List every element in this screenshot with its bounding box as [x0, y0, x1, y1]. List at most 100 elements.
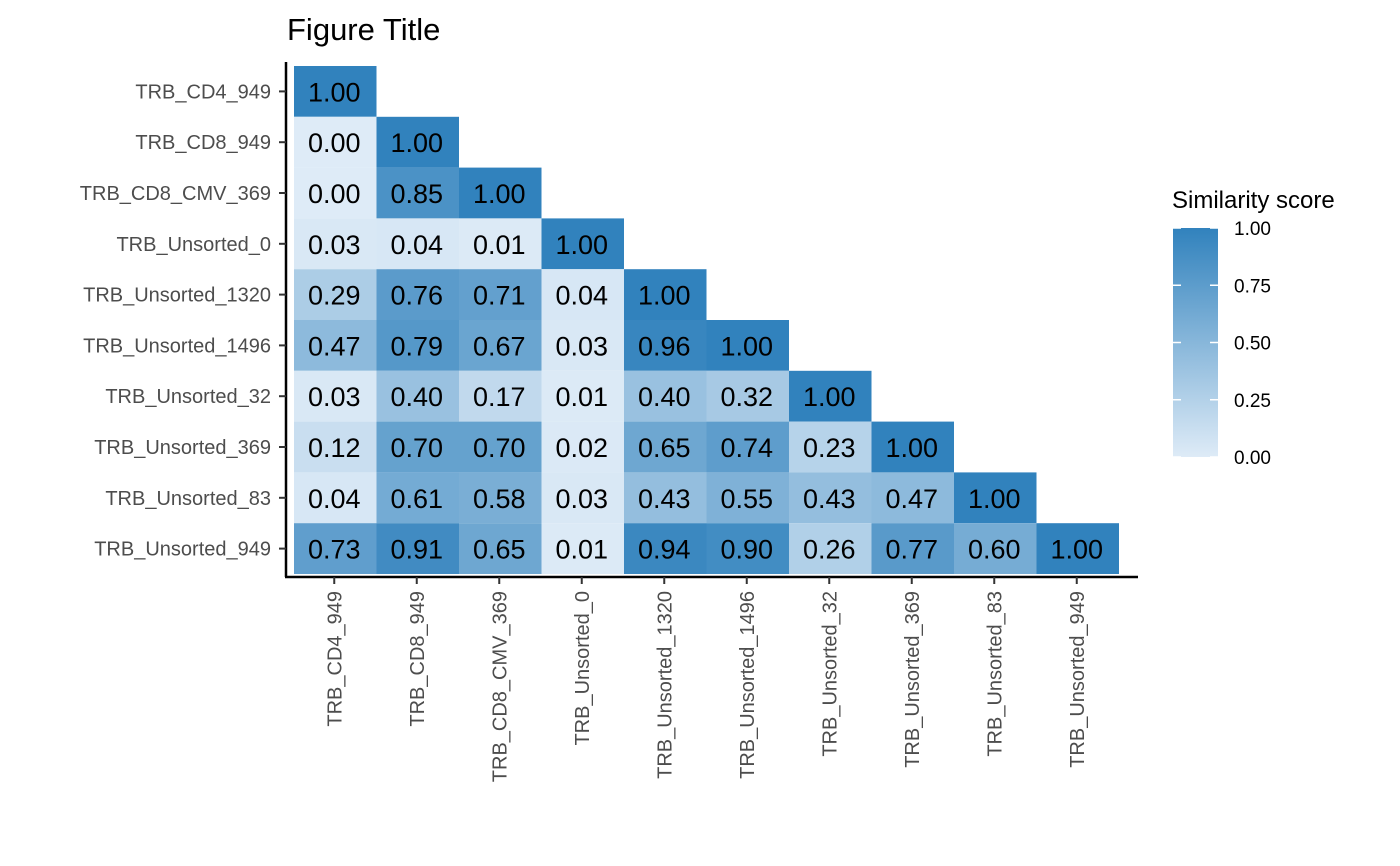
y-tick-label: TRB_Unsorted_1496	[83, 335, 271, 357]
cell-value-label: 0.29	[308, 281, 361, 311]
heatmap-cell	[376, 218, 459, 270]
cell-value-label: 0.04	[390, 230, 443, 260]
heatmap-cell	[376, 320, 459, 371]
x-tick-label: TRB_Unsorted_1496	[737, 591, 759, 779]
heatmap-cell	[541, 269, 624, 320]
heatmap-cell	[954, 523, 1037, 574]
cell-value-label: 0.01	[555, 382, 608, 412]
heatmap-cell	[294, 66, 377, 117]
y-tick-label: TRB_Unsorted_1320	[83, 285, 271, 307]
heatmap-cell	[459, 269, 542, 320]
cell-value-label: 0.79	[390, 331, 443, 361]
cell-value-label: 0.03	[308, 382, 361, 412]
heatmap-cell	[294, 269, 377, 320]
legend-tick-label: 0.25	[1234, 391, 1271, 412]
heatmap-cell	[871, 523, 954, 574]
heatmap-cells	[294, 66, 1119, 574]
cell-value-label: 0.03	[555, 484, 608, 514]
cell-value-label: 0.74	[720, 433, 773, 463]
x-tick-label: TRB_CD4_949	[324, 591, 346, 727]
heatmap-cell	[954, 472, 1037, 524]
heatmap-cell	[789, 370, 872, 422]
x-tick-label: TRB_Unsorted_32	[819, 591, 841, 757]
cell-value-label: 0.03	[308, 230, 361, 260]
heatmap-cell	[294, 421, 377, 473]
heatmap-cell	[376, 421, 459, 473]
cell-value-label: 0.55	[720, 484, 773, 514]
cell-value-label: 0.32	[720, 382, 773, 412]
heatmap-cell	[624, 269, 707, 320]
heatmap-cell	[789, 421, 872, 473]
heatmap-cell	[541, 320, 624, 371]
chart-title: Figure Title	[287, 12, 440, 47]
heatmap-cell	[789, 523, 872, 574]
cell-value-label: 0.85	[390, 179, 443, 209]
y-tick-label: TRB_CD8_949	[135, 132, 271, 154]
heatmap-cell	[706, 370, 789, 422]
heatmap-cell	[459, 472, 542, 524]
heatmap-cell	[541, 523, 624, 574]
cell-value-label: 0.70	[473, 433, 526, 463]
heatmap-cell	[706, 421, 789, 473]
cell-value-label: 1.00	[308, 77, 361, 107]
heatmap-cell	[459, 167, 542, 219]
cell-value-label: 0.47	[308, 331, 361, 361]
heatmap-cell	[459, 523, 542, 574]
heatmap-cell	[541, 472, 624, 524]
legend-tick-label: 0.75	[1234, 276, 1271, 297]
cell-value-label: 0.61	[390, 484, 443, 514]
cell-value-label: 0.94	[638, 535, 691, 565]
y-tick-label: TRB_CD4_949	[135, 81, 271, 103]
heatmap-cell	[459, 370, 542, 422]
cell-value-label: 0.96	[638, 331, 691, 361]
cell-value-label: 0.04	[308, 484, 361, 514]
heatmap-cell	[541, 421, 624, 473]
cell-value-label: 0.77	[885, 535, 938, 565]
heatmap-cell-labels: 1.00 0.00 1.00 0.00 0.85 1.00 0.03 0.04 0.01 1.00…	[308, 77, 1103, 564]
x-tick-label: TRB_Unsorted_369	[902, 591, 924, 768]
cell-value-label: 0.02	[555, 433, 608, 463]
cell-value-label: 0.26	[803, 535, 856, 565]
heatmap-cell	[376, 370, 459, 422]
x-axis-tick-labels: TRB_CD4_949 TRB_CD8_949 TRB_CD8_CMV_369 TRB…	[324, 577, 1089, 782]
cell-value-label: 0.43	[638, 484, 691, 514]
cell-value-label: 1.00	[390, 128, 443, 158]
heatmap-cell	[871, 472, 954, 524]
x-tick-label: TRB_Unsorted_1320	[654, 591, 676, 779]
cell-value-label: 0.01	[473, 230, 526, 260]
cell-value-label: 0.17	[473, 382, 526, 412]
x-tick-label: TRB_CD8_CMV_369	[489, 591, 511, 782]
heatmap-cell	[624, 523, 707, 574]
cell-value-label: 0.00	[308, 128, 361, 158]
cell-value-label: 1.00	[473, 179, 526, 209]
heatmap-cell	[294, 167, 377, 219]
cell-value-label: 0.71	[473, 281, 526, 311]
heatmap-cell	[376, 472, 459, 524]
heatmap-cell	[1036, 523, 1119, 574]
x-tick-label: TRB_Unsorted_949	[1067, 591, 1089, 768]
heatmap-cell	[294, 370, 377, 422]
cell-value-label: 0.23	[803, 433, 856, 463]
cell-value-label: 1.00	[803, 382, 856, 412]
heatmap-cell	[459, 421, 542, 473]
y-tick-label: TRB_Unsorted_369	[94, 437, 271, 459]
cell-value-label: 1.00	[720, 331, 773, 361]
cell-value-label: 0.40	[390, 382, 443, 412]
cell-value-label: 0.70	[390, 433, 443, 463]
heatmap-cell	[706, 523, 789, 574]
cell-value-label: 0.40	[638, 382, 691, 412]
legend-title: Similarity score	[1172, 187, 1335, 214]
cell-value-label: 1.00	[968, 484, 1021, 514]
heatmap-cell	[789, 472, 872, 524]
heatmap-cell	[294, 218, 377, 270]
cell-value-label: 1.00	[555, 230, 608, 260]
cell-value-label: 0.43	[803, 484, 856, 514]
cell-value-label: 0.91	[390, 535, 443, 565]
legend-tick-label: 0.00	[1234, 448, 1271, 469]
x-tick-label: TRB_Unsorted_83	[984, 591, 1006, 757]
cell-value-label: 0.90	[720, 535, 773, 565]
x-tick-label: TRB_Unsorted_0	[572, 591, 594, 746]
cell-value-label: 0.58	[473, 484, 526, 514]
heatmap-cell	[294, 523, 377, 574]
